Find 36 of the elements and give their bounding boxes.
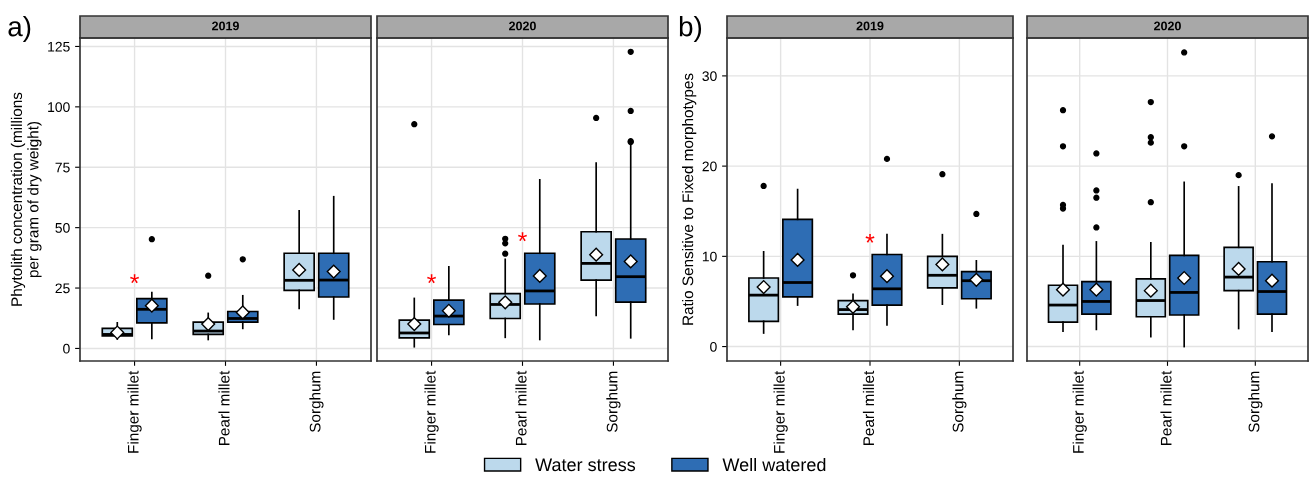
y-tick-label: 20 (702, 161, 717, 172)
x-tick-label: Pearl millet (862, 370, 875, 446)
y-axis-title: Ratio Sensitive to Fixed morphotypes (682, 73, 697, 325)
y-tick-label: 75 (55, 162, 70, 173)
annotation: * (427, 274, 437, 284)
y-tick-label: 0 (710, 341, 717, 352)
legend-label: Water stress (535, 458, 636, 472)
y-tick-label: 10 (702, 251, 717, 262)
x-tick-label: Finger millet (127, 370, 142, 453)
y-tick-label: 30 (702, 71, 717, 82)
x-tick-label: Sorghum (606, 371, 621, 433)
x-tick-label: Finger millet (773, 370, 788, 453)
chart-title: 2019 (856, 21, 884, 31)
x-tick-label: Pearl millet (1160, 370, 1172, 446)
y-axis-title: Phytolith concentration (millions per gram of dry weight) (10, 92, 42, 306)
chart-title: 2020 (1154, 21, 1181, 31)
x-tick-label: Finger millet (424, 370, 439, 453)
y-tick-label: 25 (55, 283, 70, 294)
annotation: * (130, 274, 140, 284)
x-tick-label: Sorghum (952, 371, 967, 433)
x-tick-label: Finger millet (1072, 370, 1087, 453)
text: a) (8, 16, 31, 42)
legend-label: Well watered (722, 457, 826, 472)
x-tick-label: Pearl millet (218, 370, 230, 446)
chart-title: 2019 (212, 21, 239, 31)
x-tick-label: Sorghum (309, 371, 324, 433)
x-tick-label: Pearl millet (515, 370, 527, 446)
y-tick-label: 100 (48, 102, 70, 113)
y-tick-label: 50 (55, 222, 70, 233)
text: b) (679, 16, 702, 42)
annotation: * (865, 233, 875, 243)
y-tick-label: 125 (48, 41, 70, 52)
annotation: * (518, 232, 527, 242)
y-tick-label: 0 (63, 343, 70, 354)
chart-title: 2020 (509, 21, 536, 31)
x-tick-label: Sorghum (1248, 371, 1263, 433)
